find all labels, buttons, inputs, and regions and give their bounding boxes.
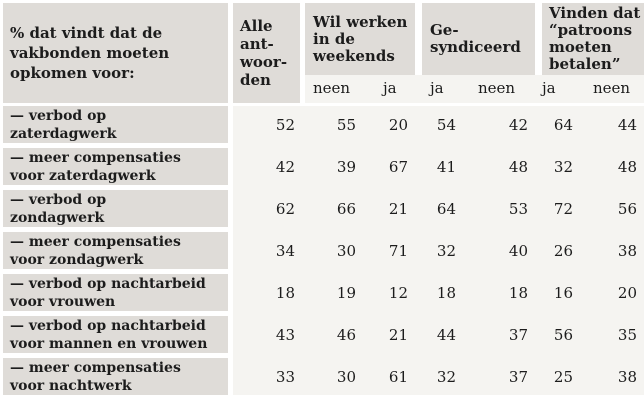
value-cell: 42 xyxy=(508,115,528,134)
value-cell: 72 xyxy=(553,199,573,218)
value-cell: 18 xyxy=(275,283,295,302)
value-cell: 38 xyxy=(617,241,637,260)
value-cell: 55 xyxy=(336,115,356,134)
value-cell: 32 xyxy=(553,157,573,176)
value-cell: 40 xyxy=(508,241,528,260)
subheader-background xyxy=(305,75,644,103)
value-cell: 33 xyxy=(275,367,295,386)
subcolumn-header: ja xyxy=(542,78,556,97)
row-label: — meer compensaties voor nachtwerk xyxy=(3,358,228,395)
value-cell: 67 xyxy=(388,157,408,176)
value-cell: 61 xyxy=(388,367,408,386)
value-cell: 62 xyxy=(275,199,295,218)
value-cell: 20 xyxy=(388,115,408,134)
row-label: — verbod op nachtarbeid voor vrouwen xyxy=(3,274,228,311)
subcolumn-header: neen xyxy=(593,78,631,97)
value-cell: 43 xyxy=(275,325,295,344)
value-cell: 18 xyxy=(436,283,456,302)
value-cell: 38 xyxy=(617,367,637,386)
value-cell: 46 xyxy=(336,325,356,344)
value-cell: 16 xyxy=(553,283,573,302)
value-cell: 32 xyxy=(436,241,456,260)
value-cell: 37 xyxy=(508,367,528,386)
column-group-gesyndiceerd: Ge- syndiceerd xyxy=(422,3,535,75)
value-cell: 34 xyxy=(275,241,295,260)
row-label: — meer compensaties voor zaterdagwerk xyxy=(3,148,228,185)
value-cell: 30 xyxy=(336,367,356,386)
row-label: — verbod op zaterdagwerk xyxy=(3,106,228,143)
value-cell: 21 xyxy=(388,325,408,344)
value-cell: 44 xyxy=(617,115,637,134)
value-cell: 48 xyxy=(617,157,637,176)
value-cell: 41 xyxy=(436,157,456,176)
value-cell: 48 xyxy=(508,157,528,176)
value-cell: 19 xyxy=(336,283,356,302)
subcolumn-header: ja xyxy=(430,78,444,97)
value-cell: 32 xyxy=(436,367,456,386)
value-cell: 71 xyxy=(388,241,408,260)
value-cell: 66 xyxy=(336,199,356,218)
value-cell: 52 xyxy=(275,115,295,134)
value-cell: 37 xyxy=(508,325,528,344)
value-cell: 44 xyxy=(436,325,456,344)
value-cell: 30 xyxy=(336,241,356,260)
table-corner-header: % dat vindt dat de vakbonden moeten opko… xyxy=(3,3,228,103)
value-cell: 25 xyxy=(553,367,573,386)
value-cell: 18 xyxy=(508,283,528,302)
column-header-alle-antwoorden: Alle ant- woor- den xyxy=(233,3,300,103)
subcolumn-header: neen xyxy=(478,78,516,97)
value-cell: 39 xyxy=(336,157,356,176)
value-cell: 35 xyxy=(617,325,637,344)
subcolumn-header: ja xyxy=(383,78,397,97)
value-cell: 53 xyxy=(508,199,528,218)
value-cell: 56 xyxy=(617,199,637,218)
value-cell: 64 xyxy=(436,199,456,218)
value-cell: 20 xyxy=(617,283,637,302)
row-label: — meer compensaties voor zondagwerk xyxy=(3,232,228,269)
column-group-wil-werken-weekends: Wil werken in de weekends xyxy=(305,3,415,75)
value-cell: 54 xyxy=(436,115,456,134)
row-label: — verbod op nachtarbeid voor mannen en v… xyxy=(3,316,228,353)
value-cell: 26 xyxy=(553,241,573,260)
value-cell: 12 xyxy=(388,283,408,302)
value-cell: 42 xyxy=(275,157,295,176)
column-group-vinden-patroons-moeten-betalen: Vinden dat “patroons moeten betalen” xyxy=(542,3,644,75)
row-label: — verbod op zondagwerk xyxy=(3,190,228,227)
value-cell: 56 xyxy=(553,325,573,344)
value-cell: 21 xyxy=(388,199,408,218)
subcolumn-header: neen xyxy=(313,78,351,97)
data-area-background xyxy=(233,106,644,395)
value-cell: 64 xyxy=(553,115,573,134)
